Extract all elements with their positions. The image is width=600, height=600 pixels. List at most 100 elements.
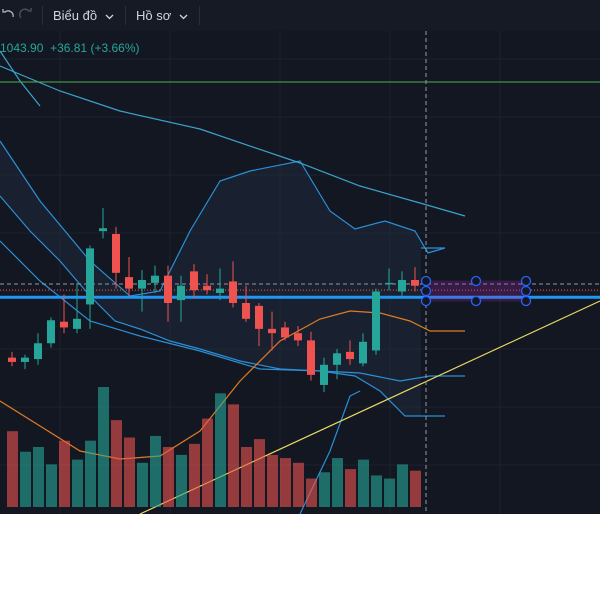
volume-bar [59, 440, 70, 507]
candle-body [411, 280, 419, 286]
volume-bar [202, 418, 213, 507]
bollinger-bands [0, 140, 446, 417]
candle-body [125, 277, 133, 289]
volume-bar [111, 420, 122, 507]
drawing-handle [470, 295, 482, 307]
candle-body [242, 303, 250, 319]
price-change-percent: (+3.66%) [90, 41, 140, 55]
price-legend: 1043.90 +36.81 (+3.66%) [0, 41, 139, 55]
candle-body [372, 291, 380, 351]
candle-body [359, 341, 367, 364]
profile-menu-label: Hồ sơ [136, 8, 172, 23]
blank-area [0, 514, 600, 600]
top-toolbar: Biểu đồ Hồ sơ [0, 0, 600, 32]
candle-body [138, 280, 146, 289]
candle-body [216, 288, 224, 293]
profile-menu-button[interactable]: Hồ sơ [136, 0, 188, 31]
candle-body [8, 357, 16, 362]
candle-body [320, 364, 328, 385]
volume-bar [384, 478, 395, 507]
redo-button[interactable] [19, 0, 35, 31]
bollinger-upper [0, 140, 446, 297]
volume-bar [306, 478, 317, 507]
chart-canvas[interactable] [0, 31, 600, 514]
candle-body [294, 333, 302, 341]
chart-menu-label: Biểu đồ [53, 8, 98, 23]
volume-bar [137, 462, 148, 507]
volume-bar [7, 431, 18, 507]
volume-bar [150, 435, 161, 507]
candle-body [398, 280, 406, 292]
bollinger-fill [0, 141, 445, 416]
candle-body [255, 305, 263, 329]
candle-body [151, 275, 159, 283]
volume-bar [332, 458, 343, 507]
candle-body [60, 321, 68, 328]
last-price: 1043.90 [0, 41, 44, 55]
volume-bar [33, 447, 44, 507]
volume-bar [319, 472, 330, 507]
candles [8, 208, 419, 393]
volume-bar [228, 404, 239, 507]
undo-button[interactable] [2, 0, 16, 31]
volume-bar [254, 439, 265, 507]
candle-body [229, 281, 237, 303]
volume-bar [124, 437, 135, 507]
candle-body [112, 234, 120, 273]
candle-body [73, 318, 81, 329]
long-ma-line [0, 65, 466, 217]
candle-body [47, 320, 55, 344]
candle-body [177, 285, 185, 301]
drawing-handle [470, 275, 482, 287]
chart-menu-button[interactable]: Biểu đồ [53, 0, 114, 31]
volume-bar [72, 459, 83, 507]
candle-body [203, 285, 211, 291]
candle-body [333, 353, 341, 365]
volume-bar [371, 475, 382, 507]
chevron-down-icon [105, 8, 114, 23]
chevron-down-icon [179, 8, 188, 23]
volume-bar [85, 440, 96, 507]
candle-body [99, 228, 107, 232]
volume-bar [345, 469, 356, 507]
volume-bars [7, 387, 421, 507]
candle-body [190, 271, 198, 291]
candle-body [86, 248, 94, 305]
candle-body [281, 327, 289, 338]
volume-bar [280, 458, 291, 507]
candle-body [34, 343, 42, 360]
drawing-overlay [420, 275, 532, 307]
candle-body [21, 357, 29, 362]
middle-band-line [0, 240, 465, 382]
volume-bar [397, 464, 408, 507]
candle-body [164, 275, 172, 303]
volume-bar [293, 462, 304, 507]
ma-line-left [0, 50, 41, 107]
toolbar-separator [42, 6, 43, 25]
drawing-handle [420, 295, 432, 307]
toolbar-separator [199, 6, 200, 25]
volume-bar [358, 459, 369, 507]
drawing-handle [420, 285, 432, 297]
drawing-handle [520, 285, 532, 297]
price-chart[interactable]: 1043.90 +36.81 (+3.66%) [0, 31, 600, 514]
volume-bar [215, 393, 226, 507]
price-change: +36.81 [50, 41, 88, 55]
volume-bar [241, 447, 252, 507]
volume-bar [267, 454, 278, 507]
volume-bar [163, 447, 174, 507]
volume-bar [410, 470, 421, 507]
volume-bar [189, 443, 200, 507]
candle-body [307, 340, 315, 375]
volume-bar [46, 464, 57, 507]
drawing-handle [520, 295, 532, 307]
drawing-handle [520, 275, 532, 287]
volume-bar [176, 454, 187, 507]
candle-body [346, 351, 354, 360]
volume-bar [98, 387, 109, 507]
candle-body [385, 282, 393, 285]
volume-bar [20, 451, 31, 507]
drawing-handle [420, 275, 432, 287]
redo-arrow-icon [19, 7, 33, 24]
toolbar-separator [125, 6, 126, 25]
